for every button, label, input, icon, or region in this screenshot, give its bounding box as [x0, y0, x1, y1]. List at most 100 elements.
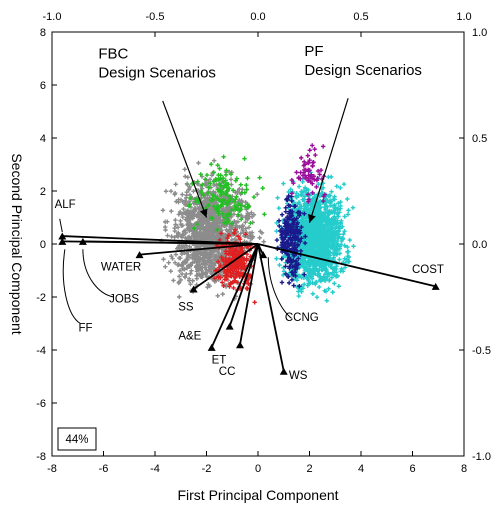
data-point — [336, 234, 341, 239]
data-point — [234, 280, 240, 285]
data-point — [315, 218, 320, 223]
data-point — [274, 237, 280, 243]
data-point — [287, 255, 292, 260]
data-point — [216, 211, 221, 216]
data-point — [284, 197, 289, 202]
data-point — [232, 236, 238, 242]
data-point — [226, 233, 232, 238]
data-point — [235, 249, 240, 255]
vector-label-cc: CC — [219, 366, 236, 378]
data-point — [218, 192, 224, 197]
data-point — [324, 298, 329, 303]
data-point — [229, 221, 235, 226]
data-point — [163, 264, 168, 269]
data-point — [184, 181, 190, 186]
vector-line-et — [228, 243, 259, 327]
data-point — [295, 242, 301, 247]
vector-label-jobs: JOBS — [109, 293, 139, 305]
data-point — [229, 237, 235, 243]
data-point — [231, 251, 236, 256]
data-point — [194, 202, 200, 207]
data-point — [342, 265, 348, 270]
data-point — [342, 243, 347, 248]
data-point — [305, 224, 311, 229]
data-point — [176, 262, 181, 267]
data-point — [310, 190, 315, 196]
data-point — [163, 227, 168, 233]
data-point — [243, 226, 248, 231]
vector-marker-cc — [235, 341, 244, 349]
data-point — [242, 204, 248, 209]
data-point — [232, 248, 238, 254]
data-point — [318, 248, 324, 253]
data-point — [289, 260, 294, 265]
data-point — [237, 236, 243, 242]
data-point — [224, 227, 229, 232]
data-point — [342, 228, 347, 234]
variance-box — [57, 427, 97, 451]
data-point — [231, 212, 237, 217]
data-point — [314, 240, 319, 246]
data-point — [279, 280, 285, 285]
data-point — [277, 228, 283, 234]
data-point — [206, 252, 211, 258]
cluster-fbc-0 — [159, 158, 266, 302]
data-point — [327, 209, 333, 214]
data-point — [188, 227, 194, 233]
data-point — [300, 286, 306, 291]
data-point — [329, 275, 335, 280]
data-point — [227, 211, 233, 217]
data-point — [346, 208, 351, 213]
vector-marker-ff — [58, 237, 67, 245]
data-point — [173, 222, 178, 227]
data-point — [275, 195, 280, 200]
data-point — [293, 203, 298, 209]
data-point — [289, 191, 295, 196]
data-point — [176, 255, 182, 261]
data-point — [345, 196, 350, 202]
data-point — [218, 263, 223, 268]
data-point — [206, 185, 211, 190]
data-point — [330, 241, 336, 246]
data-point — [330, 290, 335, 295]
data-point — [186, 199, 192, 204]
data-point — [209, 260, 214, 266]
data-point — [200, 271, 205, 277]
data-point — [180, 223, 185, 228]
data-point — [302, 240, 308, 246]
data-point — [283, 205, 288, 210]
data-point — [316, 284, 322, 290]
data-point — [207, 283, 212, 289]
data-point — [192, 226, 197, 231]
data-point — [317, 245, 322, 250]
data-point — [280, 272, 286, 278]
vector-marker-water — [135, 251, 144, 259]
data-point — [320, 234, 326, 239]
data-point — [190, 278, 195, 283]
data-point — [234, 194, 239, 200]
data-point — [299, 289, 304, 294]
data-point — [184, 251, 189, 256]
data-point — [323, 262, 329, 268]
data-point — [258, 229, 263, 234]
data-point — [188, 281, 193, 287]
data-point — [239, 190, 244, 195]
data-point — [215, 187, 221, 192]
data-point — [322, 224, 328, 229]
data-point — [329, 189, 334, 194]
data-point — [200, 182, 205, 188]
data-point — [279, 212, 285, 217]
data-point — [231, 285, 236, 291]
data-point — [245, 175, 250, 181]
data-point — [228, 196, 233, 201]
vector-marker-ccng — [259, 251, 268, 259]
data-point — [172, 190, 178, 196]
data-point — [299, 224, 304, 230]
data-point — [199, 190, 204, 196]
data-point — [195, 221, 200, 227]
data-point — [336, 201, 341, 206]
data-point — [312, 146, 317, 152]
top-tick-label: -0.5 — [146, 11, 165, 23]
data-point — [212, 276, 218, 281]
data-point — [228, 177, 234, 182]
